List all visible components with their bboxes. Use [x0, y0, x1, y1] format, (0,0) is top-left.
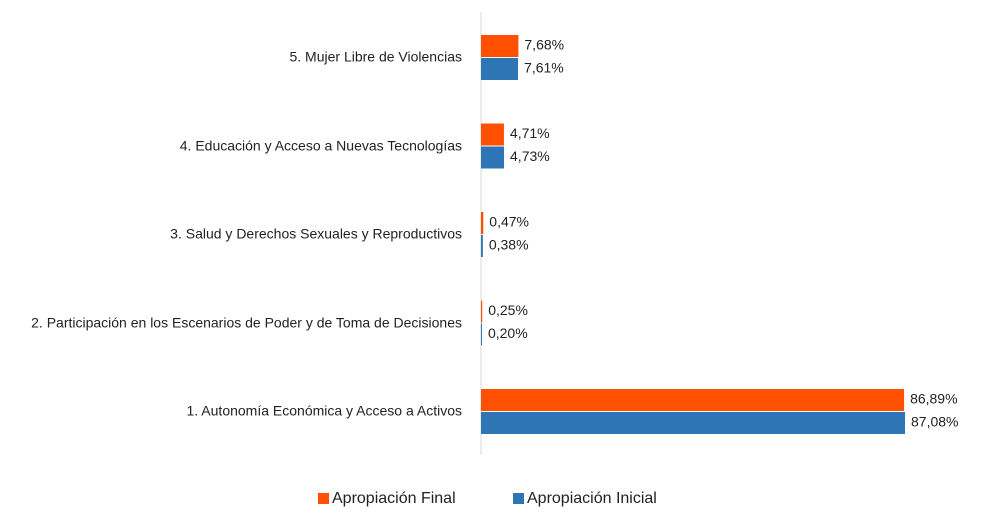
category-label: 2. Participación en los Escenarios de Po… [31, 314, 462, 330]
legend-label: Apropiación Inicial [527, 490, 657, 507]
value-label: 7,68% [524, 37, 564, 53]
legend-swatch [513, 493, 524, 504]
bar [481, 212, 484, 234]
legend-label: Apropiación Final [332, 490, 456, 507]
value-label: 86,89% [910, 391, 957, 407]
bar [481, 35, 519, 57]
bar [481, 235, 483, 257]
value-label: 7,61% [524, 60, 564, 76]
category-label: 3. Salud y Derechos Sexuales y Reproduct… [170, 225, 462, 242]
bar [481, 300, 483, 323]
bar [481, 146, 505, 169]
bar [481, 412, 905, 434]
bar [481, 123, 504, 146]
value-label: 4,71% [510, 125, 550, 141]
bar [481, 58, 519, 80]
legend-swatch [318, 493, 329, 504]
value-label: 0,38% [489, 237, 529, 253]
category-label: 4. Educación y Acceso a Nuevas Tecnologí… [179, 137, 462, 153]
value-label: 0,25% [488, 302, 528, 318]
value-label: 4,73% [510, 148, 550, 164]
value-label: 0,47% [489, 214, 529, 230]
value-label: 87,08% [911, 414, 958, 430]
category-label: 1. Autonomía Económica y Acceso a Activo… [186, 402, 462, 419]
bar [481, 389, 905, 411]
bar [481, 323, 482, 346]
category-label: 5. Mujer Libre de Violencias [289, 48, 462, 65]
value-label: 0,20% [488, 325, 528, 341]
